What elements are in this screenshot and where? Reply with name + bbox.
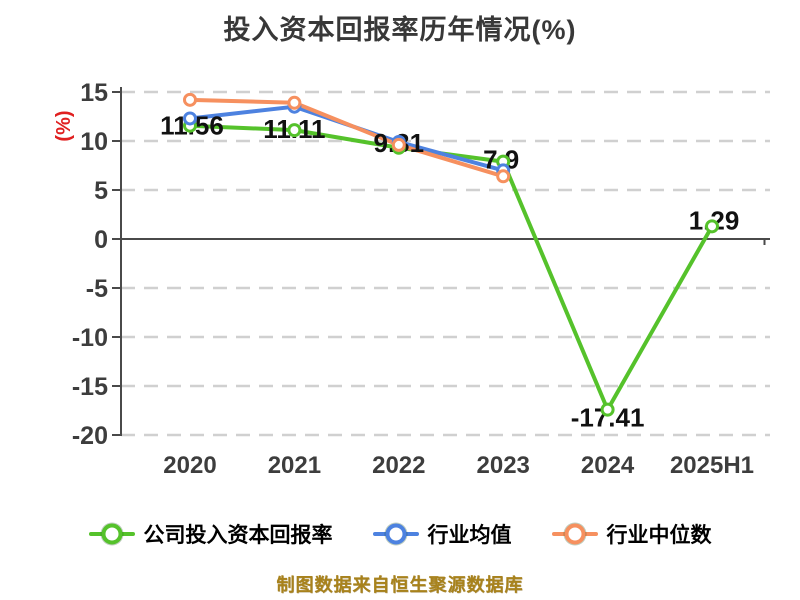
legend: 公司投入资本回报率 行业均值 行业中位数 <box>0 519 800 549</box>
company_roic-line <box>188 123 714 412</box>
industry-median-legend-marker-icon <box>551 523 598 545</box>
y-tick-label: 5 <box>94 177 108 205</box>
legend-item-industry-mean: 行业均值 <box>372 519 512 549</box>
y-tick-label: -20 <box>72 422 108 450</box>
y-tick-label: 15 <box>80 79 108 107</box>
y-tick-label: -10 <box>72 324 108 352</box>
y-tick-label: -15 <box>72 373 108 401</box>
x-tick-label: 2022 <box>372 452 425 479</box>
industry_median-marker <box>287 95 302 110</box>
company-roic-legend-marker-icon <box>88 523 135 545</box>
legend-label-industry-median: 行业中位数 <box>606 524 712 547</box>
industry_median-marker <box>496 169 511 184</box>
y-tick-label: 10 <box>80 128 108 156</box>
industry-mean-legend-marker-icon <box>372 523 419 545</box>
y-tick-label: 0 <box>94 226 108 254</box>
x-tick-label: 2020 <box>163 452 216 479</box>
legend-item-company-roic: 公司投入资本回报率 <box>88 519 333 549</box>
x-tick-label: 2023 <box>477 452 530 479</box>
roic-line-chart: 15 10 5 0 -5 -10 -15 -20 (%) 2020 2021 2022 2023 2024… <box>53 79 770 479</box>
y-axis-title: (%) <box>53 110 75 141</box>
legend-item-industry-median: 行业中位数 <box>551 519 712 549</box>
industry_mean-marker <box>183 111 197 126</box>
industry_median-marker <box>391 137 406 152</box>
company_roic-marker <box>705 219 719 234</box>
legend-label-company-roic: 公司投入资本回报率 <box>143 524 333 547</box>
y-tick-label: -5 <box>86 275 108 303</box>
company_roic-marker <box>287 123 302 138</box>
x-tick-label: 2025H1 <box>670 452 754 479</box>
data-source-caption: 制图数据来自恒生聚源数据库 <box>276 575 524 595</box>
chart-title: 投入资本回报率历年情况(%) <box>223 15 577 45</box>
x-tick-label: 2021 <box>268 452 321 479</box>
industry_median-line <box>188 97 506 179</box>
x-tick-label: 2024 <box>581 452 635 479</box>
industry_median-marker <box>183 92 197 107</box>
company_roic-marker <box>600 402 615 417</box>
legend-label-industry-mean: 行业均值 <box>427 524 512 547</box>
